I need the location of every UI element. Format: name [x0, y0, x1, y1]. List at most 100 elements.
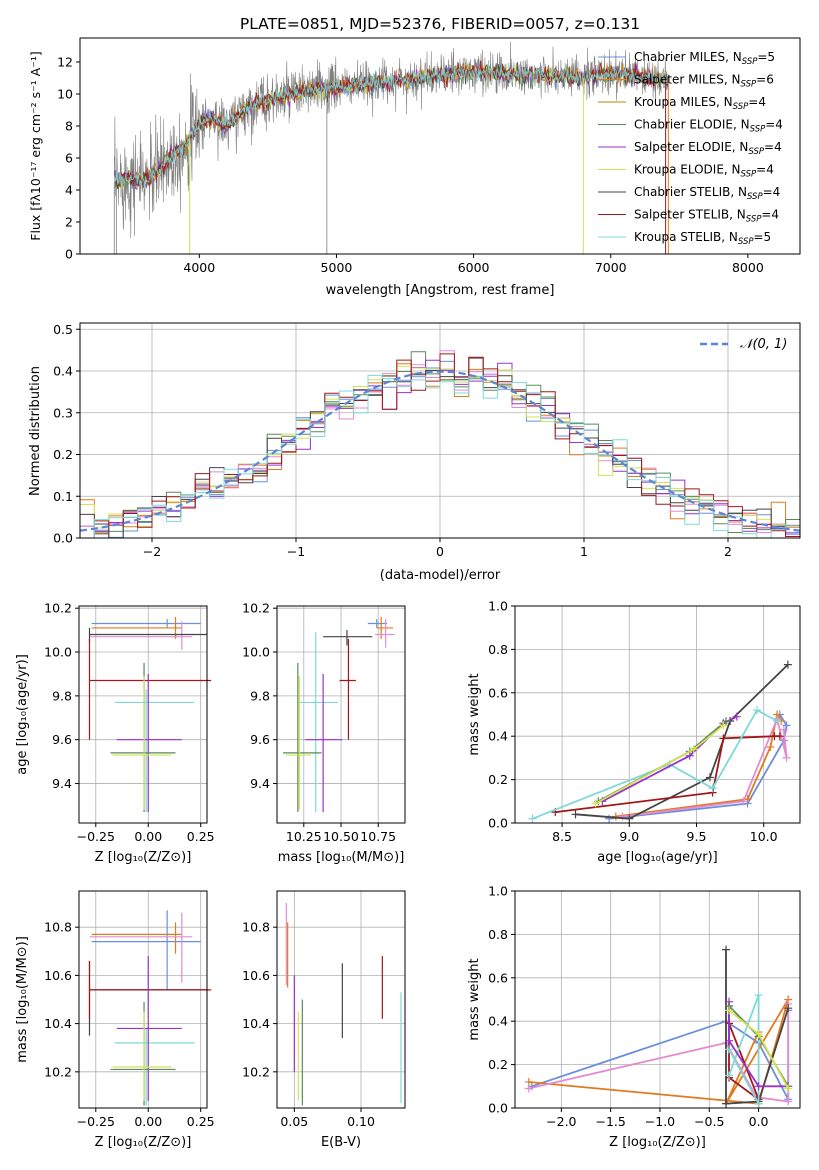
mass-z-ytick-label: 10.6 [44, 968, 72, 983]
legend-subscript: SSP [741, 170, 757, 180]
ebv-xtick-label: 0.10 [347, 1114, 375, 1129]
mw-age-ytick-label: 0.6 [488, 685, 508, 700]
mw-z-ylabel: mass weight [467, 958, 482, 1040]
mw-z-marker [754, 991, 763, 1000]
mw-age-ytick-label: 0.4 [488, 729, 508, 744]
mw-z-frame [514, 890, 801, 1109]
residual-x-ticks: −2 −1 0 1 2 [143, 538, 732, 559]
mw-age-marker [571, 810, 580, 819]
spectrum-xlabel: wavelength [Angstrom, rest frame] [326, 283, 555, 298]
mw-age-series-0 [609, 714, 788, 820]
spectrum-xtick-label: 5000 [321, 260, 353, 275]
mw-age-marker [779, 725, 788, 734]
mw-age-marker [618, 812, 627, 821]
spectrum-legend-label: Chabrier MILES, NSSP=5 [634, 50, 775, 67]
mw-z-marker [724, 1045, 733, 1054]
age-z-xlabel: Z [log₁₀(Z/Z⊙)] [95, 850, 192, 865]
spectrum-frame [79, 37, 801, 255]
spectrum-legend-label: Kroupa MILES, NSSP=4 [634, 95, 766, 112]
mw-age-frame [514, 605, 801, 824]
spectrum-xtick-label: 6000 [458, 260, 490, 275]
ebv-panel: 0.05 0.10 10.2 10.4 10.6 10.8 E(B-V) [242, 890, 406, 1150]
mw-age-marker [722, 717, 731, 726]
residual-ylabel: Normed distribution [28, 366, 43, 496]
age-z-ytick-label: 9.6 [52, 732, 72, 747]
mw-z-marker [754, 1030, 763, 1039]
residual-ytick-label: 0.4 [53, 364, 73, 379]
mass-weight-vs-metallicity-panel: −2.0 −1.5 −1.0 −0.5 0.0 0.0 0.2 0.4 0.6 0.8 1.0 Z [… [467, 884, 801, 1150]
mw-z-series-3 [725, 949, 790, 1105]
legend-subscript: SSP [747, 192, 763, 202]
mass-z-frame [78, 890, 208, 1109]
legend-text: Chabrier MILES, N [634, 50, 742, 64]
spectrum-ytick-label: 4 [65, 183, 73, 198]
mass-z-ytick-label: 10.2 [44, 1064, 72, 1079]
mw-age-marker [766, 743, 775, 752]
age-mass-xtick-label: 10.75 [360, 829, 396, 844]
mw-age-marker [732, 712, 741, 721]
age-z-xtick-label: 0.00 [134, 829, 162, 844]
residual-ytick-label: 0.0 [53, 531, 73, 546]
residual-plot-area [79, 350, 801, 539]
mw-z-marker [724, 1071, 733, 1080]
residual-histogram-7 [80, 353, 800, 539]
residual-ytick-label: 0.2 [53, 447, 73, 462]
mass-z-xtick-label: 0.00 [134, 1114, 162, 1129]
mw-age-marker [625, 814, 634, 823]
spectrum-ytick-label: 2 [65, 215, 73, 230]
legend-subscript: SSP [741, 80, 757, 90]
spectrum-legend-label: Kroupa ELODIE, NSSP=4 [634, 163, 774, 180]
mw-age-marker [783, 660, 792, 669]
mw-z-marker [784, 1004, 793, 1013]
legend-text: Chabrier STELIB, N [634, 185, 747, 199]
age-z-ytick-label: 10.2 [44, 601, 72, 616]
residual-legend: 𝒩(0, 1) [700, 337, 787, 352]
mw-age-ytick-label: 0.8 [488, 642, 508, 657]
mw-z-series-6 [728, 1001, 789, 1088]
mw-age-ytick-label: 0.2 [488, 772, 508, 787]
mw-age-ytick-label: 1.0 [488, 599, 508, 614]
mass-z-ytick-label: 10.8 [44, 920, 72, 935]
mw-z-xtick-label: −0.5 [694, 1114, 724, 1129]
mass-z-xtick-label: 0.25 [187, 1114, 215, 1129]
residual-xlabel: (data-model)/error [380, 568, 501, 583]
mw-z-ytick-label: 1.0 [488, 884, 508, 899]
mw-z-ytick-label: 0.0 [488, 1101, 508, 1116]
mw-age-marker [705, 773, 714, 782]
spectrum-ytick-label: 8 [65, 119, 73, 134]
age-z-xtick-label: −0.25 [77, 829, 115, 844]
legend-count: =4 [763, 185, 781, 199]
spectrum-legend-label: Salpeter STELIB, NSSP=4 [634, 208, 779, 225]
legend-subscript: SSP [748, 147, 764, 157]
age-z-xtick-label: 0.25 [187, 829, 215, 844]
residual-ytick-label: 0.1 [53, 489, 73, 504]
mw-age-marker [775, 732, 784, 741]
legend-text: Salpeter ELODIE, N [634, 140, 748, 154]
legend-count: =5 [757, 50, 775, 64]
spectrum-xtick-label: 4000 [183, 260, 215, 275]
residual-xtick-label: −1 [287, 544, 305, 559]
mw-z-series-5 [728, 994, 760, 1105]
legend-subscript: SSP [733, 102, 749, 112]
mw-z-marker [722, 1099, 731, 1108]
mw-age-marker [719, 734, 728, 743]
spectrum-legend-label: Salpeter MILES, NSSP=6 [634, 73, 774, 90]
age-mass-ytick-label: 10.2 [242, 601, 270, 616]
legend-count: =4 [748, 95, 766, 109]
mw-age-marker [708, 784, 717, 793]
mw-z-marker [754, 1099, 763, 1108]
legend-subscript: SSP [742, 57, 758, 67]
mw-z-marker [722, 945, 731, 954]
mw-age-ylabel: mass weight [467, 673, 482, 755]
age-mass-xtick-label: 10.25 [286, 829, 322, 844]
ebv-xtick-label: 0.05 [280, 1114, 308, 1129]
spectrum-xtick-label: 8000 [732, 260, 764, 275]
age-mass-xtick-label: 10.50 [323, 829, 359, 844]
mw-z-marker [524, 1084, 533, 1093]
spectrum-ytick-label: 10 [57, 87, 73, 102]
spectrum-panel: PLATE=0851, MJD=52376, FIBERID=0057, z=0… [28, 15, 801, 298]
mw-z-ytick-label: 0.6 [488, 970, 508, 985]
mass-z-xtick-label: −0.25 [77, 1114, 115, 1129]
